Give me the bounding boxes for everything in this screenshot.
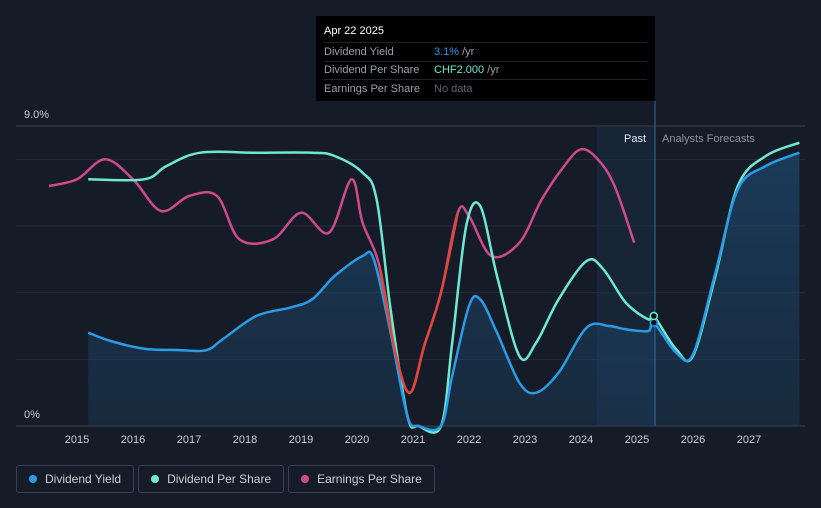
tooltip-value: 3.1% [434,45,460,58]
x-tick-label: 2017 [177,434,201,446]
tooltip-row-earnings-per-share: Earnings Per Share No data [324,79,647,98]
x-tick-label: 2019 [289,434,313,446]
x-tick-label: 2022 [457,434,481,446]
legend-label: Dividend Yield [45,472,122,486]
legend-dot-icon [151,475,160,483]
x-tick-label: 2026 [681,434,705,446]
tooltip-value: No data [434,82,473,95]
y-axis-bottom-label: 0% [24,409,40,421]
legend-item-dividend-yield[interactable]: Dividend Yield [16,465,135,493]
x-tick-label: 2016 [121,434,145,446]
legend-label: Earnings Per Share [317,472,422,486]
tooltip-row-dividend-yield: Dividend Yield 3.1% /yr [324,42,647,61]
forecast-label: Analysts Forecasts [662,133,755,145]
x-tick-label: 2023 [513,434,537,446]
tooltip-label: Dividend Per Share [324,64,420,77]
tooltip-date: Apr 22 2025 [324,25,384,37]
legend-dot-icon [29,475,37,483]
tooltip-label: Earnings Per Share [324,82,420,95]
series-line-dividend-yield [87,151,800,432]
x-tick-label: 2018 [233,434,257,446]
tooltip-unit: /yr [487,64,500,77]
earnings-decline-segment [378,212,460,394]
legend-item-dividend-per-share[interactable]: Dividend Per Share [138,465,285,493]
tooltip-label: Dividend Yield [324,45,394,58]
legend-label: Dividend Per Share [167,472,272,486]
tooltip: Apr 22 2025 Dividend Yield 3.1% /yr Divi… [316,16,655,101]
x-tick-label: 2025 [625,434,649,446]
x-tick-label: 2020 [345,434,369,446]
legend-item-earnings-per-share[interactable]: Earnings Per Share [288,465,435,493]
x-tick-label: 2027 [737,434,761,446]
x-tick-label: 2024 [569,434,593,446]
tooltip-row-dividend-per-share: Dividend Per Share CHF2.000 /yr [324,60,647,80]
dividend-per-share-marker [649,311,659,321]
x-tick-label: 2021 [401,434,425,446]
legend-dot-icon [301,475,310,483]
tooltip-unit: /yr [462,45,475,58]
dividend-yield-area [88,152,800,431]
y-axis-top-label: 9.0% [24,109,49,121]
x-tick-label: 2015 [65,434,89,446]
past-label: Past [624,133,646,145]
tooltip-value: CHF2.000 [434,64,485,77]
legend: Dividend Yield Dividend Per Share Earnin… [16,465,435,493]
series-line-dividend-per-share [88,141,800,434]
